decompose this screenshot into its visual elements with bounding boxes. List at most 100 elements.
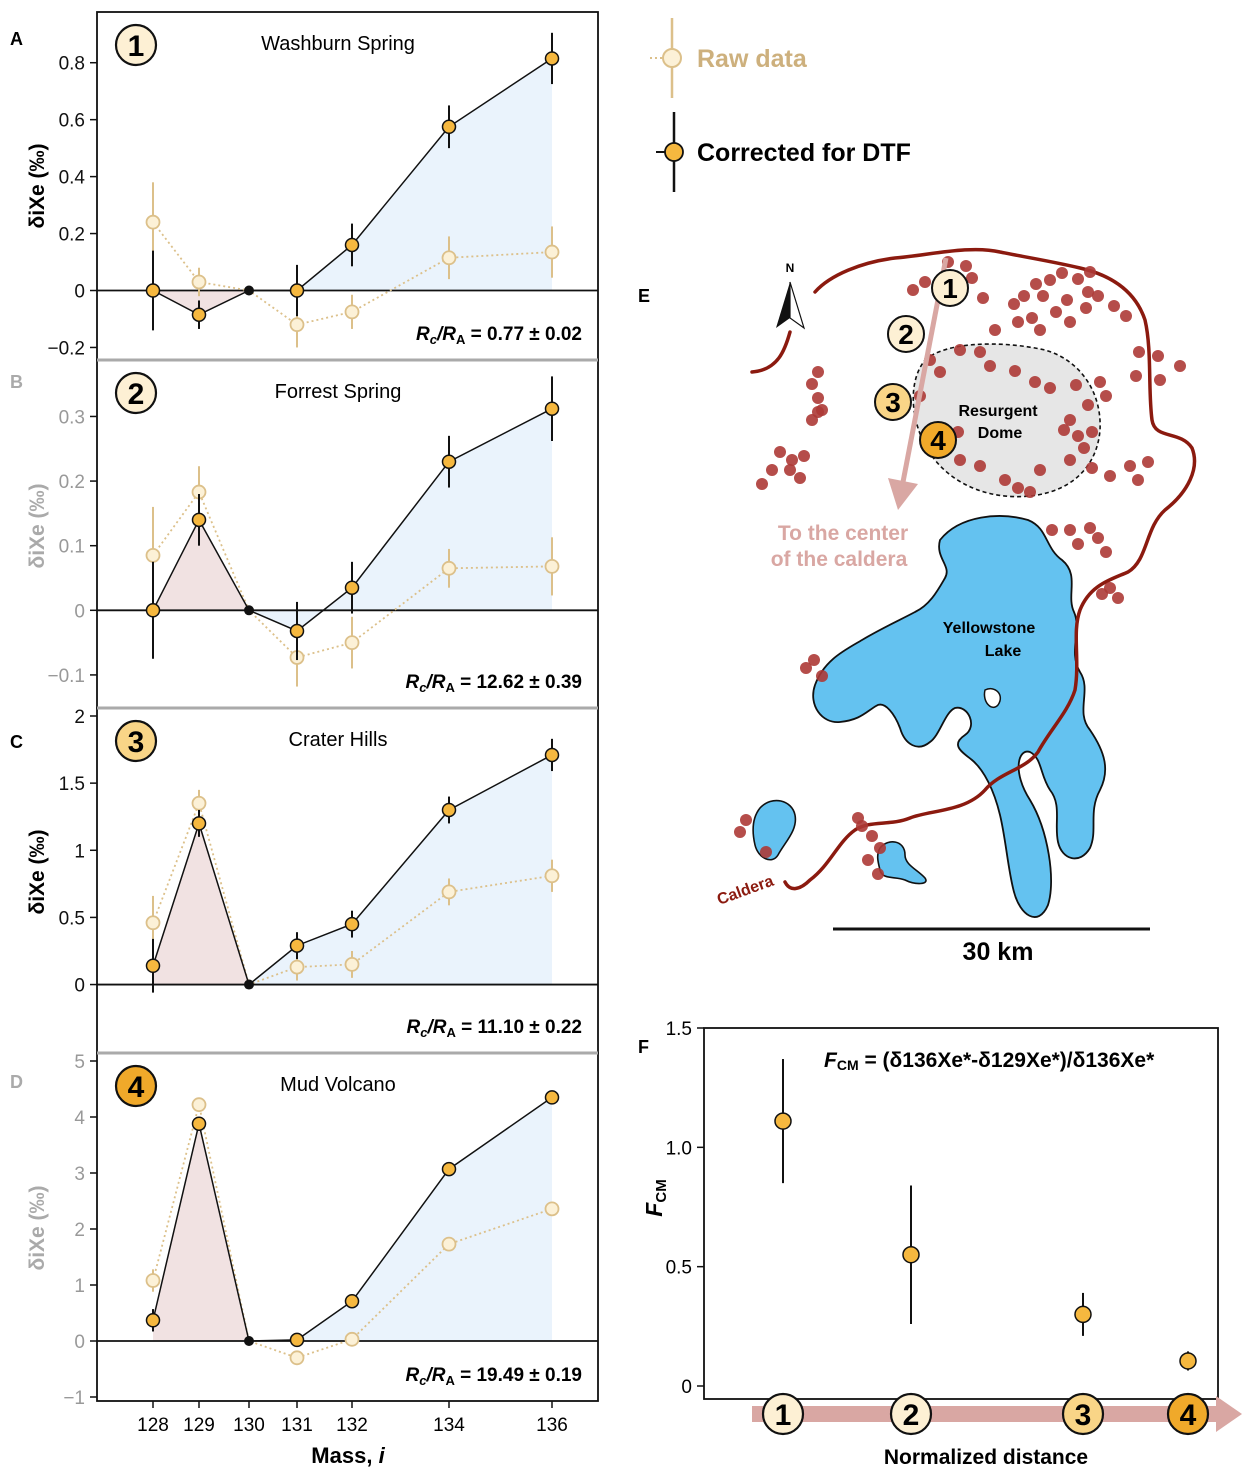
panel-a: A −0.2 0 0.2 0.4 0.6 0.8 1 Washburn Spring Rc/RA…: [10, 11, 599, 361]
vent-dot: [1012, 316, 1024, 328]
map-badge-number: 1: [942, 273, 958, 304]
yellowstone-lake: [812, 515, 1107, 918]
vent-dot: [1084, 266, 1096, 278]
vent-dot: [784, 464, 796, 476]
corrected-point: [344, 580, 360, 595]
caldera-outline: [783, 247, 1197, 891]
vent-dot: [1037, 290, 1049, 302]
vent-dot: [1072, 430, 1084, 442]
corrected-point: [344, 916, 360, 932]
vent-dot: [1012, 482, 1024, 494]
raw-point: [289, 959, 305, 975]
reference-point: [244, 979, 254, 990]
map-badges: 12 34: [874, 269, 969, 459]
sample-badge-number: 4: [128, 1071, 145, 1104]
vent-dot: [974, 460, 986, 472]
ylabel-d: δiXe (‰): [26, 1185, 49, 1270]
vent-dot: [1064, 454, 1076, 466]
vent-dot: [1100, 546, 1112, 558]
y-tick-label: 0.8: [59, 54, 85, 75]
y-tick-label: 0: [74, 601, 85, 622]
vent-dot: [812, 406, 824, 418]
plot-a: −0.2 0 0.2 0.4 0.6 0.8 1 Washburn Spring Rc/RA =…: [47, 11, 599, 361]
raw-point: [441, 884, 457, 900]
vent-dot: [1064, 524, 1076, 536]
plot-frame-f: [703, 1027, 1219, 1400]
vent-dot: [1092, 290, 1104, 302]
x-tick-label: 136: [536, 1415, 568, 1436]
vent-dot: [816, 670, 828, 682]
vent-dot: [1046, 524, 1058, 536]
vent-dot: [1130, 370, 1142, 382]
vent-dot: [1174, 360, 1186, 372]
vent-dot: [734, 826, 746, 838]
vent-dot: [798, 450, 810, 462]
vent-dot: [1061, 294, 1073, 306]
x-tick-label: 129: [183, 1415, 215, 1436]
distance-badge-number: 4: [1180, 1399, 1197, 1432]
corrected-point: [544, 1090, 560, 1105]
panel-letter-b: B: [10, 372, 23, 392]
legend: Raw data Corrected for DTF: [650, 18, 911, 192]
distance-badge-number: 1: [775, 1399, 792, 1432]
y-tick-label: 0.2: [59, 225, 85, 246]
dome-label-line-1: Resurgent: [958, 403, 1038, 420]
vent-dot: [954, 454, 966, 466]
raw-point: [145, 1273, 161, 1288]
corrected-point: [145, 958, 161, 973]
panel-b: B −0.1 0 0.1 0.2 0.3 2 Forrest Spring Rc/RA = 1…: [10, 358, 599, 709]
corrected-point: [441, 119, 457, 135]
small-lake-south: [876, 841, 927, 885]
y-tick-label: 0: [74, 282, 85, 303]
north-label: N: [786, 261, 795, 275]
corrected-point: [289, 1332, 305, 1348]
y-tick-label: 1: [74, 1276, 85, 1297]
ylabel-a: δiXe (‰): [26, 143, 49, 228]
plot-d: −1 0 1 2 3 4 5 4 Mud Volcano Rc/RA = 19.49 ± 0.19…: [63, 1051, 599, 1436]
ylabel-b: δiXe (‰): [26, 483, 49, 568]
lake-label-line-2: Lake: [985, 643, 1022, 660]
area-128-130: [153, 1123, 249, 1341]
vent-dot: [1070, 379, 1082, 391]
vent-dot: [1132, 474, 1144, 486]
raw-point: [344, 1331, 360, 1347]
raw-point: [191, 274, 207, 290]
vent-dot: [1152, 350, 1164, 362]
vent-dot: [1142, 456, 1154, 468]
panel-letter-a: A: [10, 29, 23, 49]
area-130-136: [249, 58, 552, 291]
ylabel-f: FCM: [641, 1179, 670, 1216]
vent-dot: [1086, 426, 1098, 438]
y-tick-label: 2: [74, 707, 85, 728]
corrected-point: [145, 603, 161, 618]
small-lake-west: [752, 799, 797, 861]
x-tick-label: 131: [281, 1415, 313, 1436]
vent-dot: [1018, 290, 1030, 302]
caldera-label: Caldera: [715, 873, 776, 909]
y-tick-label-f: 0.5: [666, 1258, 692, 1279]
plot-c: 0 0.5 1 1.5 2 3 Crater Hills Rc/RA = 11.10 ± 0.…: [59, 706, 599, 1054]
vent-dot: [774, 446, 786, 458]
corrected-point: [289, 623, 305, 639]
ratio-text: Rc/RA = 19.49 ± 0.19: [405, 1365, 582, 1388]
vent-dot: [989, 324, 1001, 336]
corrected-point: [441, 802, 457, 818]
x-tick-label: 132: [336, 1415, 368, 1436]
vent-dot: [1086, 462, 1098, 474]
raw-point: [191, 795, 207, 811]
vent-dot: [1026, 312, 1038, 324]
sample-badge: [114, 719, 158, 763]
vent-dot: [1044, 382, 1056, 394]
panel-letter-c: C: [10, 732, 23, 752]
x-tick-label: 130: [233, 1415, 265, 1436]
sample-badge-number: 2: [128, 378, 145, 411]
vent-dot: [786, 454, 798, 466]
y-tick-label: 0: [74, 976, 85, 997]
raw-point: [145, 547, 161, 563]
raw-point: [145, 915, 161, 931]
panel-d: D −1 0 1 2 3 4 5 4 Mud Volcano Rc/RA = 19.49 ± 0.…: [10, 1051, 599, 1436]
vent-dot: [1056, 267, 1068, 279]
corrected-point: [344, 1293, 360, 1309]
raw-point: [441, 250, 457, 266]
vent-dot: [1092, 532, 1104, 544]
